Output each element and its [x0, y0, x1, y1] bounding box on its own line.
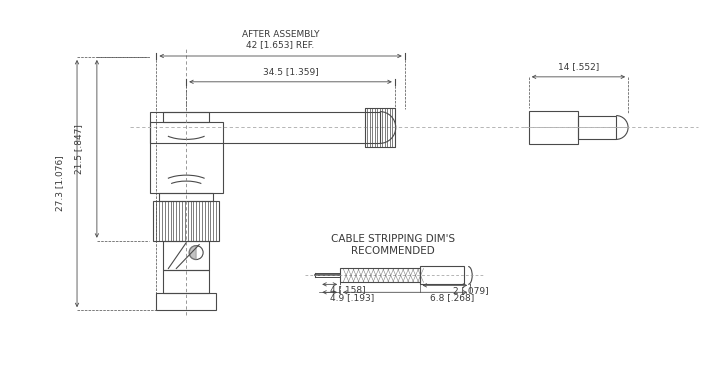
Text: 34.5 [1.359]: 34.5 [1.359]	[263, 67, 318, 76]
Text: 14 [.552]: 14 [.552]	[558, 63, 599, 72]
Text: 6.8 [.268]: 6.8 [.268]	[430, 293, 474, 302]
Text: RECOMMENDED: RECOMMENDED	[351, 246, 435, 256]
Bar	[340, 269, 420, 282]
Bar	[315, 273, 340, 277]
Text: 4.9 [.193]: 4.9 [.193]	[330, 293, 374, 302]
Bar	[163, 271, 209, 293]
Bar	[156, 293, 216, 310]
Text: 27.3 [1.076]: 27.3 [1.076]	[55, 156, 63, 212]
Bar	[163, 241, 209, 271]
Bar	[528, 111, 578, 144]
Bar	[365, 108, 395, 147]
Bar	[153, 201, 219, 241]
Bar	[163, 111, 209, 122]
Text: AFTER ASSEMBLY: AFTER ASSEMBLY	[242, 30, 319, 39]
Bar	[420, 267, 464, 284]
Bar	[159, 193, 213, 201]
Bar	[578, 116, 616, 140]
Bar	[150, 111, 380, 143]
Bar	[150, 122, 223, 193]
Text: 2 [.079]: 2 [.079]	[454, 286, 489, 295]
Text: 42 [1.653] REF.: 42 [1.653] REF.	[246, 41, 315, 50]
Text: 4 [.158]: 4 [.158]	[330, 285, 366, 294]
Wedge shape	[189, 246, 196, 260]
Text: 21.5 [.847]: 21.5 [.847]	[74, 124, 84, 174]
Text: CABLE STRIPPING DIM'S: CABLE STRIPPING DIM'S	[330, 234, 455, 244]
